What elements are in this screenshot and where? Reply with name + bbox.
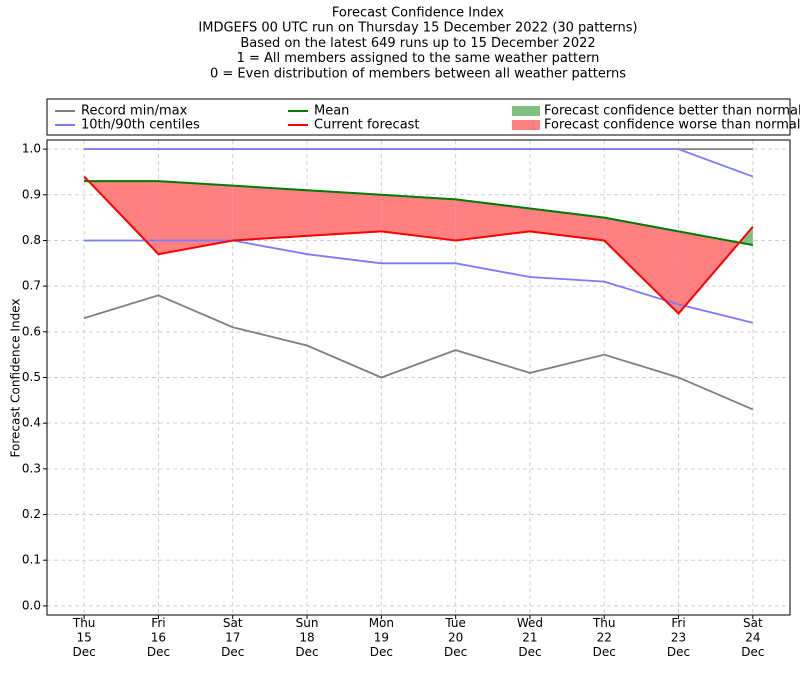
x-tick-label: Sun 18 Dec: [295, 616, 318, 659]
centile-90-line: [84, 148, 754, 178]
y-tick-label: 1.0: [22, 142, 41, 156]
y-tick-label: 0.5: [22, 370, 41, 384]
chart-subtitle: 0 = Even distribution of members between…: [210, 66, 626, 81]
mean-line: [84, 180, 754, 247]
y-tick-label: 0.3: [22, 461, 41, 475]
legend-label: Forecast confidence better than normal: [544, 104, 800, 119]
legend-label: Forecast confidence worse than normal: [544, 118, 800, 133]
y-tick-label: 0.0: [22, 598, 41, 612]
centile-10-line: [84, 239, 754, 324]
x-tick-label: Thu 22 Dec: [592, 616, 616, 659]
confidence-fill: [678, 231, 740, 314]
y-tick-label: 0.1: [22, 553, 41, 567]
legend-box: [46, 98, 791, 136]
legend-label: Mean: [314, 104, 349, 119]
confidence-fill: [381, 194, 456, 241]
y-tick-label: 0.9: [22, 187, 41, 201]
legend-swatch: [512, 106, 540, 116]
confidence-fill: [455, 199, 530, 241]
legend-swatch: [512, 120, 540, 130]
confidence-fill: [604, 217, 679, 314]
chart-subtitle: Based on the latest 649 runs up to 15 De…: [240, 36, 595, 51]
chart-subtitle: 1 = All members assigned to the same wea…: [237, 51, 600, 66]
x-tick-label: Sat 17 Dec: [221, 616, 244, 659]
confidence-fill: [232, 185, 308, 241]
y-tick-label: 0.7: [22, 279, 41, 293]
y-tick-label: 0.8: [22, 233, 41, 247]
chart-subtitle: IMDGEFS 00 UTC run on Thursday 15 Decemb…: [198, 21, 637, 36]
y-tick-label: 0.2: [22, 507, 41, 521]
x-tick-label: Sat 24 Dec: [741, 616, 764, 659]
x-tick-label: Fri 16 Dec: [147, 616, 170, 659]
x-tick-label: Thu 15 Dec: [72, 616, 96, 659]
x-tick-label: Mon 19 Dec: [369, 616, 394, 659]
y-axis-label: Forecast Confidence Index: [9, 299, 23, 458]
x-tick-label: Fri 23 Dec: [667, 616, 690, 659]
legend-label: Record min/max: [81, 104, 188, 119]
legend-label: 10th/90th centiles: [81, 118, 200, 133]
x-tick-label: Wed 21 Dec: [517, 616, 543, 659]
legend-label: Current forecast: [314, 118, 420, 133]
confidence-fill: [529, 208, 605, 241]
confidence-fill: [307, 190, 382, 236]
record-min-line: [83, 294, 754, 411]
chart-title: Forecast Confidence Index: [332, 6, 504, 21]
x-tick-label: Tue 20 Dec: [444, 616, 467, 659]
current-forecast-line: [83, 175, 754, 316]
confidence-fill: [158, 181, 233, 255]
plot-frame: [46, 139, 791, 616]
y-tick-label: 0.6: [22, 324, 41, 338]
y-tick-label: 0.4: [22, 416, 41, 430]
